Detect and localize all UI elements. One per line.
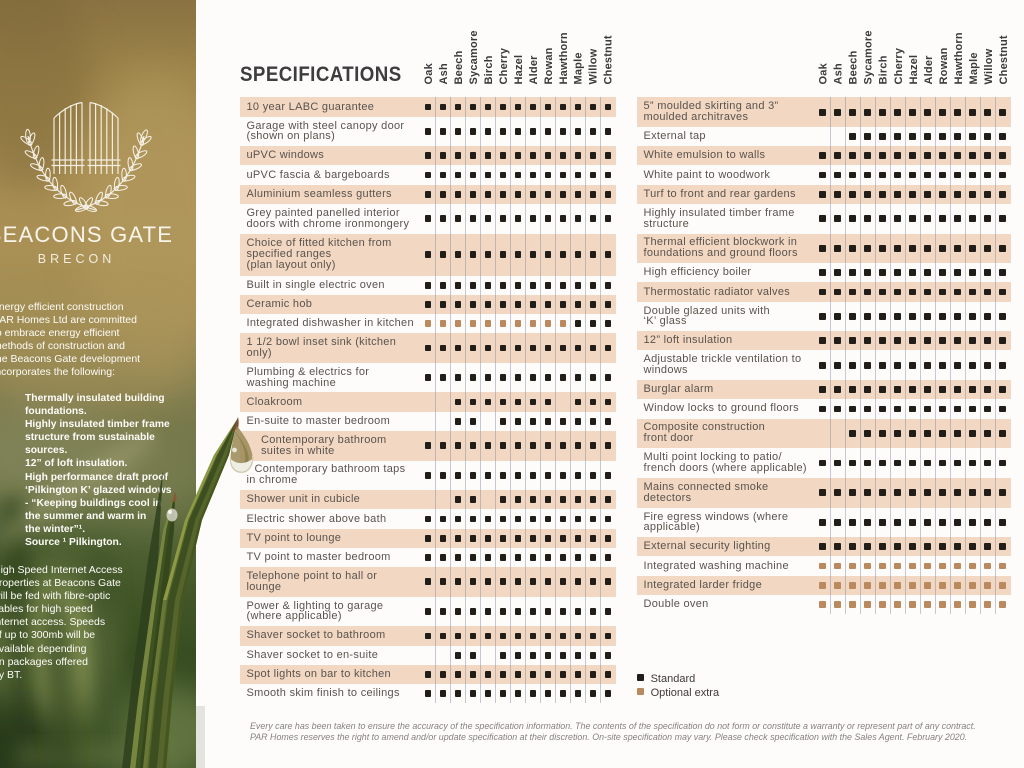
svg-text:Beech: Beech: [848, 50, 860, 84]
svg-text:Maple: Maple: [968, 52, 980, 84]
svg-text:Cherry: Cherry: [893, 47, 905, 84]
svg-text:Chestnut: Chestnut: [998, 35, 1010, 84]
svg-text:Willow: Willow: [588, 48, 600, 84]
svg-text:Birch: Birch: [483, 55, 495, 84]
svg-text:Chestnut: Chestnut: [603, 35, 615, 84]
svg-text:Hawthorn: Hawthorn: [953, 32, 965, 84]
svg-text:Hazel: Hazel: [513, 55, 525, 85]
svg-text:Ash: Ash: [833, 63, 845, 84]
svg-text:Alder: Alder: [528, 55, 540, 85]
svg-text:Hazel: Hazel: [908, 55, 920, 85]
svg-text:Rowan: Rowan: [543, 47, 555, 84]
svg-text:Cherry: Cherry: [498, 47, 510, 84]
svg-text:Sycamore: Sycamore: [468, 30, 480, 84]
svg-text:Ash: Ash: [438, 63, 450, 84]
svg-text:Oak: Oak: [423, 62, 435, 84]
svg-text:Sycamore: Sycamore: [863, 30, 875, 84]
svg-text:Rowan: Rowan: [938, 47, 950, 84]
svg-text:Beech: Beech: [453, 50, 465, 84]
svg-text:Maple: Maple: [573, 52, 585, 84]
svg-text:Hawthorn: Hawthorn: [558, 32, 570, 84]
svg-text:Willow: Willow: [983, 48, 995, 84]
svg-text:Birch: Birch: [878, 55, 890, 84]
svg-text:Alder: Alder: [923, 55, 935, 85]
svg-text:Oak: Oak: [818, 62, 830, 84]
